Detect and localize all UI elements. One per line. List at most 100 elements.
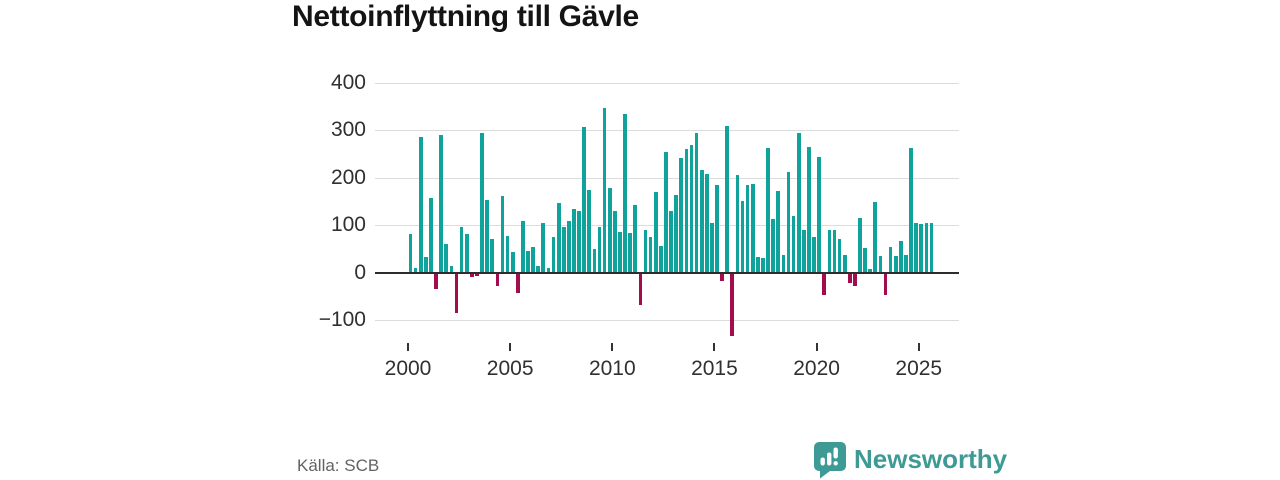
bar-2014-q3 — [704, 174, 709, 273]
bar-2010-q4 — [628, 233, 632, 273]
y-axis-label: 300 — [330, 118, 366, 142]
bar-2015-q1 — [715, 184, 719, 273]
bar-2022-q4 — [873, 201, 878, 273]
bar-2016-q3 — [745, 185, 750, 273]
bar-2019-q2 — [801, 229, 806, 273]
y-axis-label: −100 — [318, 308, 366, 332]
exclamation-dot — [833, 461, 838, 466]
bar-2017-q2 — [761, 258, 765, 273]
bar-2000-q3 — [418, 136, 423, 273]
x-axis-label: 2005 — [486, 357, 534, 380]
bar-2006-q4 — [546, 268, 551, 273]
bar-2010-q2 — [618, 232, 622, 273]
x-axis-label: 2015 — [691, 357, 738, 380]
bar-2015-q2 — [720, 273, 724, 281]
bar-2009-q4 — [607, 187, 612, 273]
bar-2012-q3 — [664, 151, 668, 273]
bar-2013-q4 — [689, 145, 694, 273]
bar-2014-q1 — [694, 133, 699, 273]
gridline — [375, 320, 959, 322]
bar-2002-q4 — [464, 233, 469, 273]
x-axis-label: 2025 — [895, 357, 943, 380]
bar-2002-q3 — [459, 226, 464, 273]
bar-2018-q3 — [786, 171, 791, 273]
bar-2008-q2 — [577, 211, 581, 273]
bar-2019-q1 — [796, 132, 801, 273]
chart-title: Nettoinflyttning till Gävle — [292, 0, 639, 33]
x-axis-tick — [917, 343, 920, 351]
bar-2020-q1 — [817, 157, 821, 273]
bar-2012-q4 — [669, 210, 673, 273]
bar-2011-q3 — [643, 230, 648, 273]
bar-2000-q2 — [413, 268, 418, 273]
bar-2015-q4 — [730, 273, 735, 336]
bar-2016-q1 — [735, 174, 740, 273]
newsworthy-logo[interactable]: Newsworthy — [813, 441, 1007, 479]
newsworthy-wordmark: Newsworthy — [854, 444, 1008, 474]
y-axis-label: 0 — [354, 260, 366, 284]
bar-2020-q4 — [832, 229, 837, 273]
bar-2023-q3 — [888, 246, 893, 273]
source-label: Källa: SCB — [297, 456, 380, 475]
bar-2024-q4 — [914, 222, 919, 273]
x-axis-tick — [407, 343, 409, 351]
bar-2024-q2 — [904, 255, 908, 273]
bar-2023-q1 — [878, 256, 883, 273]
bar-2013-q3 — [684, 149, 689, 273]
bar-2010-q1 — [613, 211, 617, 273]
bar-2018-q4 — [791, 215, 796, 273]
bar-2000-q4 — [424, 256, 428, 273]
bar-2022-q1 — [858, 218, 862, 273]
bar-2024-q1 — [899, 240, 903, 273]
bar-2009-q2 — [597, 226, 602, 273]
x-axis-tick — [611, 343, 614, 351]
bar-2021-q2 — [842, 255, 847, 273]
bar-2018-q2 — [781, 255, 786, 273]
bar-2023-q2 — [883, 273, 888, 295]
bar-2007-q2 — [556, 203, 561, 273]
bar-2021-q4 — [853, 273, 857, 287]
bar-2003-q3 — [480, 132, 484, 273]
bar-2011-q1 — [633, 204, 638, 273]
bar-2010-q3 — [623, 113, 627, 273]
x-axis-tick — [713, 343, 716, 351]
x-axis-label: 2000 — [384, 357, 432, 380]
bar-2004-q4 — [505, 236, 510, 273]
bar-2022-q3 — [868, 268, 873, 273]
bar-2021-q1 — [837, 238, 842, 273]
bar-2022-q2 — [863, 247, 867, 273]
bar-2013-q2 — [679, 158, 684, 273]
bar-2019-q4 — [812, 236, 816, 273]
bar-2009-q1 — [592, 248, 597, 273]
bar-2005-q3 — [521, 220, 525, 273]
y-axis-label: 200 — [330, 165, 366, 189]
y-axis-label: 400 — [330, 70, 366, 94]
bar-2001-q4 — [444, 244, 449, 273]
newsworthy-icon — [814, 442, 846, 479]
bar-2003-q1 — [469, 273, 474, 278]
bar-2016-q2 — [740, 201, 745, 273]
plot-area: 400 300 200 100 0 −100 2000 2005 2010 2015 2020 202… — [319, 71, 959, 385]
bar-2001-q2 — [434, 273, 438, 290]
bar-2004-q3 — [500, 196, 505, 273]
bar-2003-q4 — [485, 200, 489, 273]
bar-2025-q2 — [924, 222, 929, 273]
bar-2006-q1 — [531, 246, 535, 273]
bar-2005-q2 — [515, 273, 520, 293]
bar-2025-q3 — [929, 222, 934, 273]
bar-2004-q2 — [495, 273, 500, 287]
bar-2007-q3 — [561, 226, 566, 273]
bar-2008-q1 — [572, 209, 576, 273]
bar-2014-q2 — [699, 169, 704, 273]
bar-2024-q3 — [909, 148, 913, 273]
x-axis-tick — [509, 343, 512, 351]
bar-2005-q1 — [510, 251, 515, 273]
bar-2002-q2 — [454, 273, 459, 313]
bar-2015-q3 — [725, 125, 730, 273]
bar-2004-q1 — [490, 239, 495, 273]
bar-2012-q1 — [653, 191, 658, 273]
bar-2003-q2 — [475, 273, 479, 277]
bar-2011-q4 — [648, 237, 653, 273]
bar-2001-q1 — [429, 198, 433, 273]
